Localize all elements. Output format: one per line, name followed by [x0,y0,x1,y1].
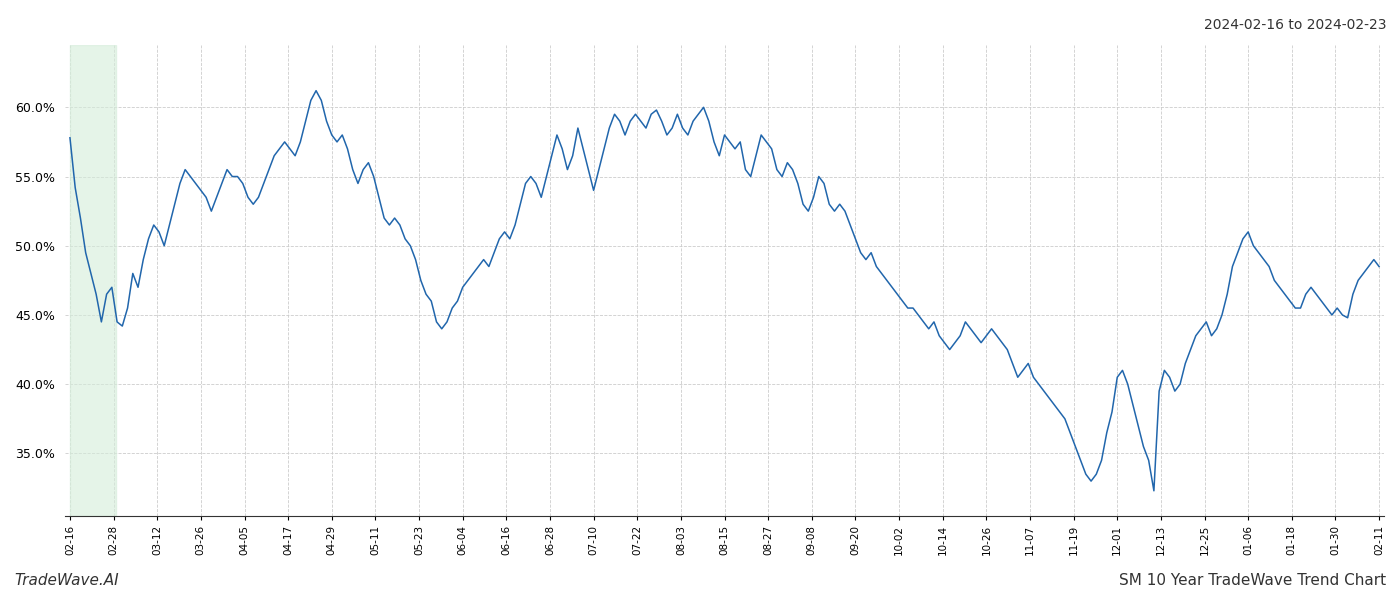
Bar [70,45,116,516]
Text: SM 10 Year TradeWave Trend Chart: SM 10 Year TradeWave Trend Chart [1119,573,1386,588]
Text: TradeWave.AI: TradeWave.AI [14,573,119,588]
Text: 2024-02-16 to 2024-02-23: 2024-02-16 to 2024-02-23 [1204,18,1386,32]
